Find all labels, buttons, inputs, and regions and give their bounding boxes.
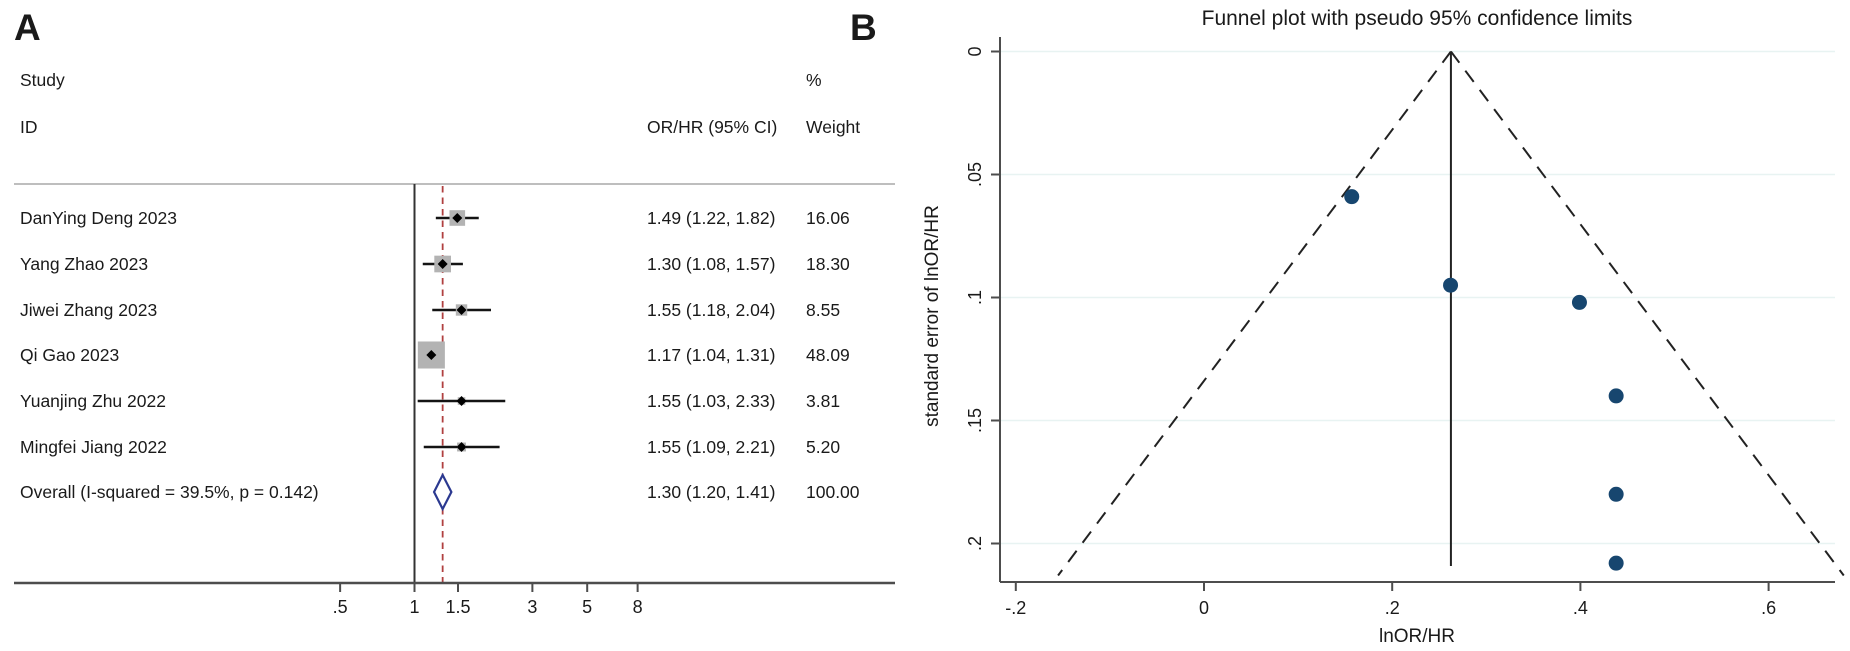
forest-overall-row: Overall (I-squared = 39.5%, p = 0.142) 1.…	[20, 472, 860, 512]
forest-row: Jiwei Zhang 2023 1.55 (1.18, 2.04) 8.55	[20, 300, 840, 320]
study-name: Qi Gao 2023	[20, 345, 119, 365]
pseudo-ci-left-line	[1057, 50, 1452, 577]
funnel-x-axis-title: lnOR/HR	[1379, 626, 1455, 647]
forest-row: Yang Zhao 2023 1.30 (1.08, 1.57) 18.30	[20, 254, 850, 274]
forest-header-weight: Weight	[806, 117, 860, 137]
weight-value: 8.55	[806, 300, 840, 320]
study-name: Jiwei Zhang 2023	[20, 300, 157, 320]
funnel-data-point	[1608, 486, 1624, 502]
forest-x-tick-label: 5	[582, 597, 592, 617]
forest-row: DanYing Deng 2023 1.49 (1.22, 1.82) 16.06	[20, 208, 850, 228]
weight-value: 3.81	[806, 391, 840, 411]
overall-diamond	[432, 472, 453, 512]
forest-plot-area: DanYing Deng 2023 1.49 (1.22, 1.82) 16.06 Y…	[14, 183, 895, 617]
funnel-title: Funnel plot with pseudo 95% confidence l…	[1202, 7, 1633, 30]
or-ci-value: 1.55 (1.09, 2.21)	[647, 437, 775, 457]
point-estimate-marker	[452, 213, 463, 223]
funnel-y-tick-label: .15	[965, 408, 985, 433]
funnel-x-tick-label: .4	[1573, 598, 1588, 618]
weight-value: 16.06	[806, 208, 850, 228]
study-name: Yuanjing Zhu 2022	[20, 391, 166, 411]
point-estimate-marker	[437, 259, 448, 269]
forest-header-pct: %	[806, 70, 822, 90]
point-estimate-marker	[426, 350, 437, 360]
forest-row: Mingfei Jiang 2022 1.55 (1.09, 2.21) 5.20	[20, 437, 840, 457]
funnel-plot-area: 0 .05 .1 .15 .2 -.2 0 .2 .4 .6	[965, 37, 1845, 618]
forest-row: Qi Gao 2023 1.17 (1.04, 1.31) 48.09	[20, 341, 850, 369]
funnel-data-point	[1608, 555, 1624, 571]
forest-x-tick-label: 3	[527, 597, 537, 617]
study-name: Mingfei Jiang 2022	[20, 437, 167, 457]
funnel-y-axis-title: standard error of lnOR/HR	[922, 205, 943, 427]
funnel-data-point	[1608, 388, 1624, 404]
overall-or-ci: 1.30 (1.20, 1.41)	[647, 482, 775, 502]
funnel-x-tick-label: 0	[1199, 598, 1209, 618]
or-ci-value: 1.55 (1.18, 2.04)	[647, 300, 775, 320]
forest-x-tick-label: 8	[633, 597, 643, 617]
forest-x-tick-label: 1	[409, 597, 419, 617]
point-estimate-marker	[456, 442, 467, 452]
weight-value: 18.30	[806, 254, 850, 274]
funnel-y-tick-label: .1	[965, 290, 985, 305]
forest-header-study: Study	[20, 70, 65, 90]
pseudo-ci-right-line	[1450, 50, 1845, 577]
study-name: DanYing Deng 2023	[20, 208, 177, 228]
funnel-y-tick-label: .05	[965, 162, 985, 187]
funnel-data-point	[1344, 189, 1360, 205]
or-ci-value: 1.55 (1.03, 2.33)	[647, 391, 775, 411]
panel-a-label: A	[14, 7, 41, 48]
funnel-y-tick-label: .2	[965, 536, 985, 551]
funnel-y-tick-label: 0	[965, 46, 985, 56]
or-ci-value: 1.17 (1.04, 1.31)	[647, 345, 775, 365]
overall-weight: 100.00	[806, 482, 860, 502]
forest-header-or: OR/HR (95% CI)	[647, 117, 777, 137]
funnel-x-tick-label: .6	[1761, 598, 1776, 618]
weight-value: 5.20	[806, 437, 840, 457]
or-ci-value: 1.49 (1.22, 1.82)	[647, 208, 775, 228]
funnel-x-tick-label: -.2	[1005, 598, 1026, 618]
weight-value: 48.09	[806, 345, 850, 365]
point-estimate-marker	[456, 396, 467, 406]
point-estimate-marker	[456, 305, 467, 315]
forest-row: Yuanjing Zhu 2022 1.55 (1.03, 2.33) 3.81	[20, 391, 840, 411]
forest-x-tick-label: 1.5	[445, 597, 470, 617]
forest-header-id: ID	[20, 117, 38, 137]
study-name: Yang Zhao 2023	[20, 254, 148, 274]
forest-x-tick-label: .5	[333, 597, 348, 617]
panel-b-label: B	[850, 7, 877, 48]
funnel-x-tick-label: .2	[1385, 598, 1400, 618]
funnel-data-point	[1571, 294, 1587, 310]
overall-label: Overall (I-squared = 39.5%, p = 0.142)	[20, 482, 319, 502]
or-ci-value: 1.30 (1.08, 1.57)	[647, 254, 775, 274]
funnel-data-point	[1443, 277, 1459, 293]
